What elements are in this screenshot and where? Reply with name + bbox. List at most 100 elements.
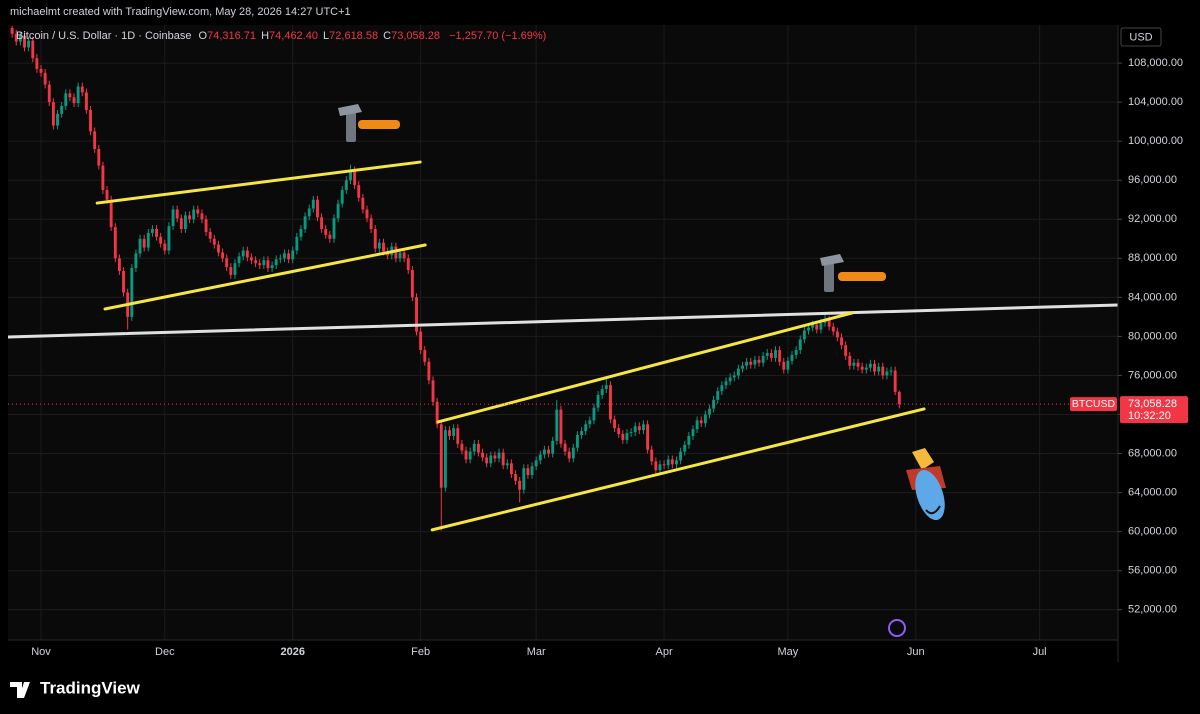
- candle-body: [835, 331, 839, 338]
- candle-body: [728, 377, 732, 382]
- candle-body: [497, 452, 501, 459]
- candle-body: [237, 256, 241, 264]
- candle-body: [588, 420, 592, 425]
- legend-value: 74,316.71: [207, 30, 256, 42]
- trend-line: [430, 407, 926, 532]
- candle-body: [51, 102, 55, 126]
- candle-body: [89, 109, 92, 132]
- candle-body: [258, 263, 262, 266]
- candle-body: [575, 435, 579, 448]
- candle-body: [658, 464, 662, 471]
- candle-body: [283, 253, 286, 259]
- candle-body: [691, 429, 695, 436]
- legend-value: 73,058.28: [391, 30, 440, 42]
- candle-body: [208, 231, 212, 239]
- candle-body: [621, 434, 625, 440]
- candle-body: [270, 265, 274, 269]
- candle-body: [171, 209, 175, 227]
- candle-body: [47, 84, 51, 103]
- candle-body: [571, 447, 575, 459]
- legend-key: O: [199, 30, 208, 42]
- candle-body: [23, 35, 26, 48]
- candle-body: [802, 330, 806, 340]
- logo: TradingView: [10, 678, 141, 698]
- candle-body: [873, 363, 876, 372]
- candle-body: [274, 259, 278, 266]
- candle-body: [324, 229, 328, 235]
- candle-body: [303, 216, 307, 230]
- candle-body: [250, 257, 253, 261]
- candle-body: [183, 215, 187, 230]
- y-tick-label: 80,000.00: [1128, 330, 1177, 342]
- candle-body: [365, 209, 369, 219]
- candle-body: [798, 339, 802, 351]
- y-tick-label: 56,000.00: [1128, 565, 1177, 577]
- legend-value: 74,462.40: [269, 30, 318, 42]
- plot: [8, 25, 1118, 532]
- candle-body: [753, 359, 757, 365]
- candle-body: [299, 229, 303, 237]
- candle-body: [856, 362, 860, 367]
- candle-body: [435, 401, 439, 425]
- candle-body: [794, 350, 798, 355]
- candle-body: [604, 385, 608, 390]
- candle-body: [650, 449, 654, 462]
- candle-body: [501, 452, 505, 466]
- ticker-box: [1070, 397, 1117, 412]
- candle-body: [43, 72, 47, 85]
- hammer-icon: [820, 254, 886, 292]
- candle-body: [122, 271, 125, 293]
- candle-body: [489, 455, 493, 464]
- y-tick-label: 84,000.00: [1128, 291, 1177, 303]
- candle-body: [522, 468, 526, 490]
- candle-body: [848, 355, 852, 366]
- rocket-icon: [906, 448, 946, 521]
- candle-body: [377, 242, 381, 249]
- candle-body: [56, 113, 59, 126]
- candle-body: [534, 460, 538, 467]
- candle-body: [514, 474, 517, 481]
- y-tick-label: 52,000.00: [1128, 604, 1177, 616]
- candle-body: [505, 463, 509, 466]
- x-tick-label: Nov: [31, 646, 51, 658]
- change: −1,257.70 (−1.69%): [449, 30, 546, 42]
- legend-key: H: [261, 30, 269, 42]
- candle-body: [64, 93, 68, 107]
- y-tick-label: 92,000.00: [1128, 213, 1177, 225]
- x-tick-label: Dec: [155, 646, 175, 658]
- candle-body: [18, 35, 22, 42]
- y-tick-label: 60,000.00: [1128, 526, 1177, 538]
- candle-body: [460, 443, 464, 451]
- countdown: 10:32:20: [1128, 410, 1171, 422]
- candle-body: [633, 426, 637, 433]
- legend: Bitcoin / U.S. Dollar · 1D · Coinbase O7…: [16, 30, 546, 42]
- candle-body: [452, 428, 456, 436]
- candle-body: [703, 414, 707, 424]
- candle-body: [683, 444, 687, 452]
- candle-body: [815, 324, 819, 330]
- candle-body: [476, 443, 480, 453]
- candle-body: [864, 367, 868, 370]
- candle-body: [60, 106, 64, 114]
- candle-body: [373, 229, 377, 249]
- candle-body: [625, 433, 629, 440]
- candle-body: [765, 353, 769, 356]
- candle-body: [642, 424, 645, 431]
- candle-body: [117, 258, 121, 271]
- candle-body: [769, 353, 773, 358]
- candle-body: [349, 170, 352, 181]
- candle-body: [402, 252, 406, 259]
- candle-body: [357, 185, 361, 198]
- candle-body: [93, 131, 97, 149]
- candle-body: [307, 208, 311, 217]
- candle-body: [142, 238, 146, 248]
- candle-body: [852, 362, 856, 366]
- candle-body: [130, 268, 134, 317]
- currency: USD: [1129, 31, 1152, 43]
- candle-body: [889, 370, 893, 372]
- candle-body: [150, 229, 154, 233]
- currency-box[interactable]: [1120, 27, 1162, 47]
- candle-body: [295, 236, 299, 251]
- alert-icon[interactable]: [888, 619, 906, 637]
- candle-body: [790, 354, 794, 361]
